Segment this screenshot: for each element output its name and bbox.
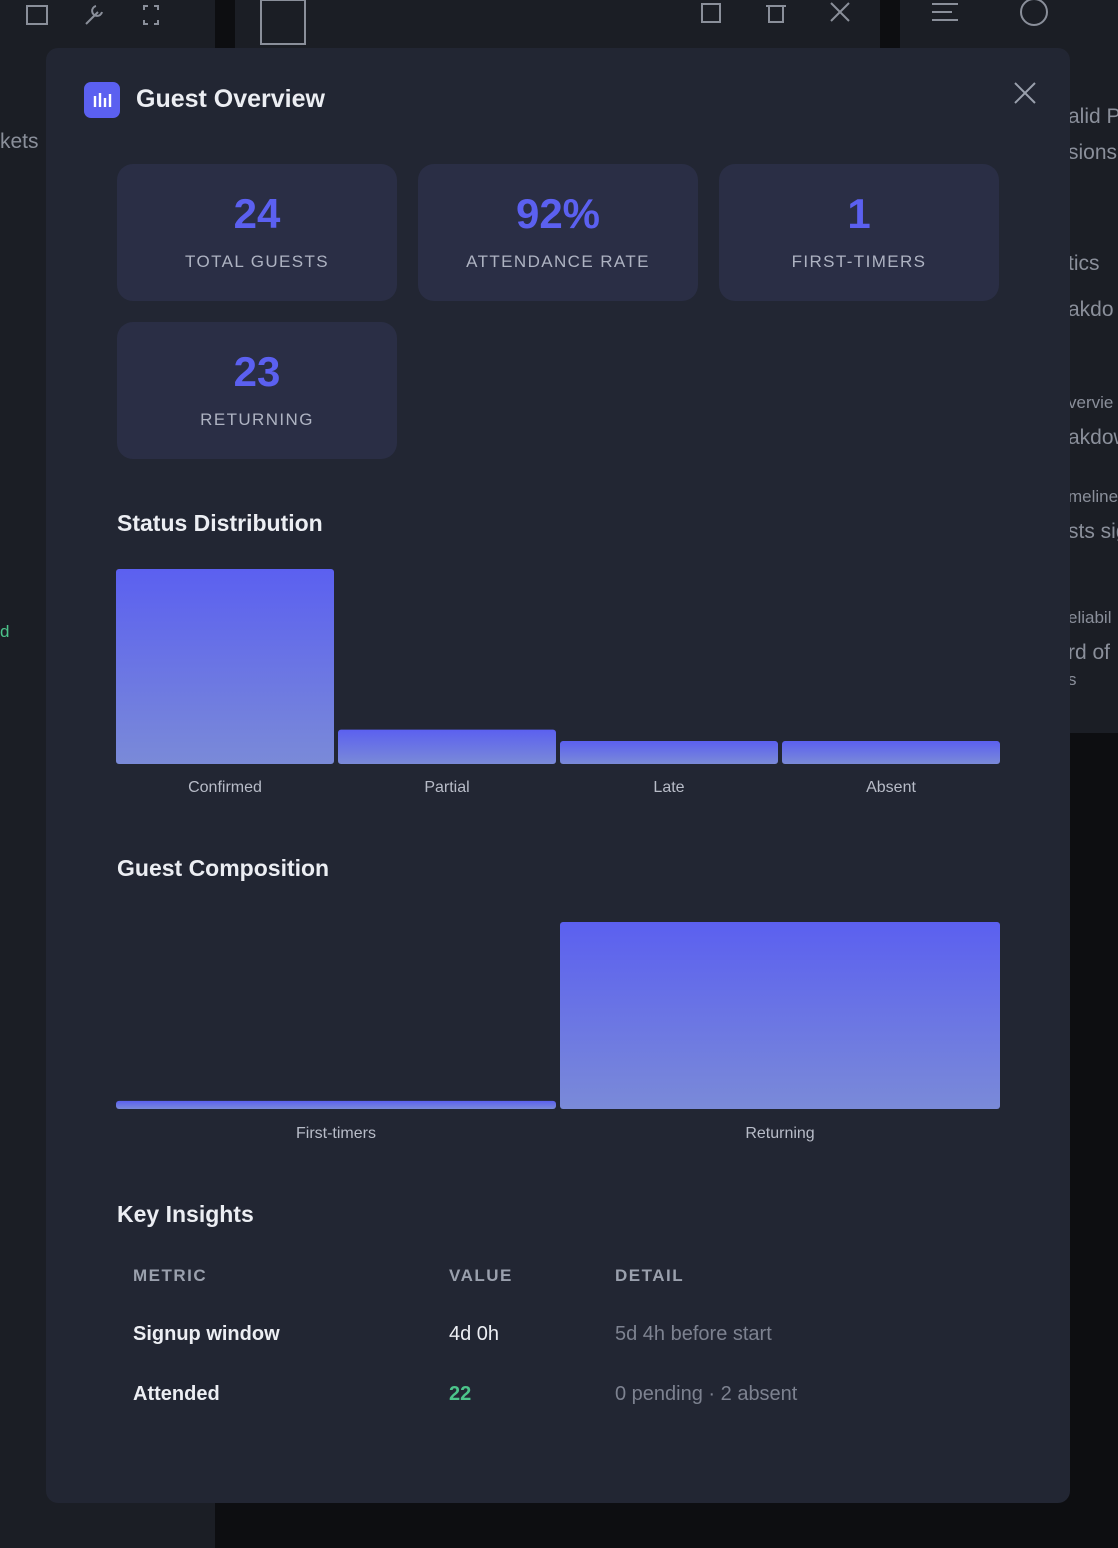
stat-label: TOTAL GUESTS — [184, 252, 329, 271]
fragment-text: tics — [1068, 252, 1100, 275]
bar — [338, 729, 556, 764]
section-title: Status Distribution — [117, 510, 323, 536]
stat-card: 1 FIRST-TIMERS — [719, 164, 999, 301]
x-tick-label: Confirmed — [188, 779, 262, 796]
modal-title: Guest Overview — [136, 85, 325, 113]
bar — [116, 1100, 556, 1109]
stat-label: FIRST-TIMERS — [791, 252, 927, 271]
stat-card: 23 RETURNING — [117, 322, 397, 459]
icon[interactable] — [143, 5, 159, 25]
fragment-text: akdow — [1068, 426, 1118, 449]
detail-cell: 0 pending · 2 absent — [615, 1383, 798, 1405]
fragment-text: rd of — [1068, 641, 1111, 664]
stat-label: RETURNING — [200, 410, 314, 429]
metric-cell: Signup window — [133, 1323, 280, 1345]
fragment-text: sions — [1068, 141, 1118, 164]
fragment-text: sts sig — [1068, 520, 1118, 543]
bar — [560, 741, 778, 764]
icon[interactable] — [701, 3, 721, 23]
icon[interactable] — [932, 3, 958, 21]
fragment-text: d — [0, 622, 10, 641]
fragment-text: eliabil — [1068, 608, 1112, 627]
bar — [560, 922, 1000, 1109]
stat-label: ATTENDANCE RATE — [466, 252, 650, 271]
icon[interactable] — [85, 5, 103, 25]
fragment-text: s — [1068, 670, 1077, 689]
icon[interactable] — [830, 2, 850, 22]
fragment-text: alid P — [1068, 105, 1118, 128]
fragment-text: meline — [1068, 487, 1118, 506]
stat-value: 1 — [847, 190, 871, 237]
metric-cell: Attended — [133, 1383, 220, 1405]
x-tick-label: Absent — [866, 779, 916, 796]
fragment-text: vervie — [1068, 393, 1114, 412]
section-title: Key Insights — [117, 1201, 254, 1227]
x-tick-label: Returning — [745, 1125, 814, 1142]
stat-value: 23 — [233, 348, 281, 395]
column-header: METRIC — [133, 1266, 208, 1285]
chart-icon — [93, 93, 112, 107]
top-toolbar — [235, 0, 880, 48]
column-header: VALUE — [449, 1266, 513, 1285]
value-cell: 4d 0h — [449, 1323, 500, 1345]
fragment-text: kets — [0, 130, 39, 153]
column-header: DETAIL — [615, 1266, 685, 1285]
icon[interactable] — [766, 5, 786, 23]
bar — [116, 569, 334, 764]
value-cell: 22 — [449, 1383, 472, 1405]
icon[interactable] — [1020, 0, 1048, 26]
stat-value: 92% — [515, 190, 601, 237]
x-tick-label: Partial — [424, 779, 469, 796]
image-icon — [260, 0, 306, 45]
stat-card: 92% ATTENDANCE RATE — [418, 164, 698, 301]
bar-chart: Confirmed Partial Late Absent — [116, 569, 1000, 796]
section-title: Guest Composition — [117, 855, 330, 881]
detail-cell: 5d 4h before start — [615, 1323, 772, 1345]
toolbar-icons — [26, 0, 1048, 45]
bar — [782, 741, 1000, 764]
x-tick-label: Late — [653, 779, 684, 796]
close-button[interactable] — [1013, 81, 1037, 105]
x-tick-label: First-timers — [296, 1125, 376, 1142]
bar-chart: First-timers Returning — [116, 922, 1000, 1142]
stat-value: 24 — [233, 190, 281, 237]
stat-card: 24 TOTAL GUESTS — [117, 164, 397, 301]
modal-icon — [84, 82, 120, 118]
icon[interactable] — [26, 5, 48, 25]
fragment-text: akdo — [1068, 298, 1114, 321]
